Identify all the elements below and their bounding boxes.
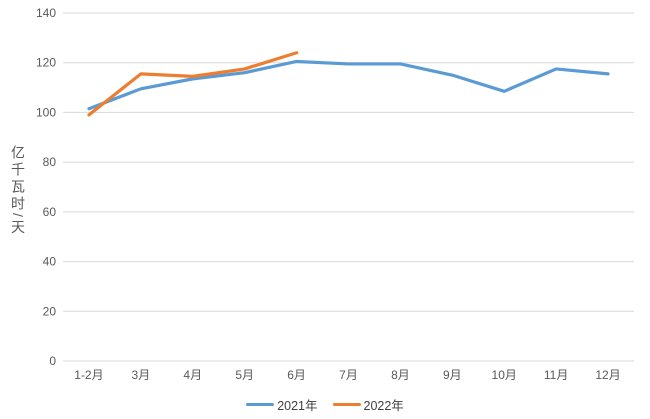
y-tick-label: 20 xyxy=(43,304,57,318)
x-tick-label: 1-2月 xyxy=(74,368,103,382)
series-line-2022年 xyxy=(87,51,299,117)
x-tick-label: 5月 xyxy=(235,368,254,382)
x-tick-label: 6月 xyxy=(287,368,306,382)
x-tick-label: 3月 xyxy=(132,368,151,382)
legend-item-2022: 2022年 xyxy=(332,395,404,414)
y-tick-label: 80 xyxy=(43,155,57,169)
legend-label-2021: 2021年 xyxy=(277,399,318,413)
y-tick-label: 60 xyxy=(43,205,57,219)
y-axis-title: 亿千瓦时/天 xyxy=(10,145,26,237)
legend-swatch-2021 xyxy=(246,403,275,406)
y-tick-label: 40 xyxy=(43,255,57,269)
x-tick-label: 8月 xyxy=(391,368,410,382)
legend-label-2022: 2022年 xyxy=(363,399,404,413)
x-tick-label: 11月 xyxy=(544,368,568,382)
x-tick-label: 12月 xyxy=(595,368,620,382)
y-tick-label: 0 xyxy=(49,354,56,368)
series-line-2021年 xyxy=(87,59,610,111)
x-tick-label: 7月 xyxy=(339,368,358,382)
y-tick-label: 100 xyxy=(36,105,56,119)
legend-swatch-2022 xyxy=(332,403,361,406)
x-tick-label: 4月 xyxy=(183,368,202,382)
legend: 2021年 2022年 xyxy=(0,395,650,414)
y-tick-label: 120 xyxy=(36,56,56,70)
x-tick-label: 10月 xyxy=(492,368,517,382)
legend-item-2021: 2021年 xyxy=(246,395,318,414)
y-tick-label: 140 xyxy=(36,6,56,20)
x-tick-label: 9月 xyxy=(443,368,462,382)
